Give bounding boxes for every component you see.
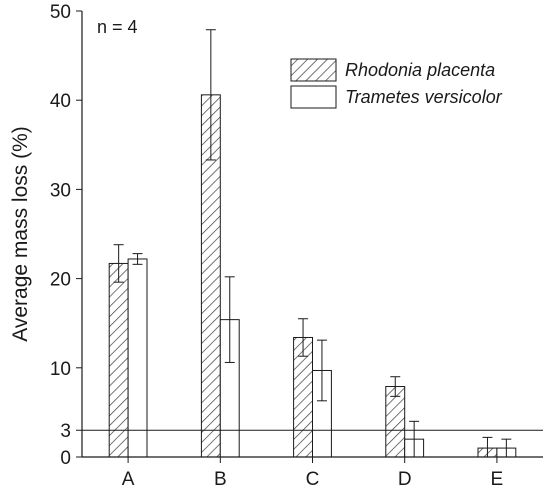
error-bar-a-series-1 [113, 244, 124, 283]
y-tick-label-3: 3 [60, 421, 71, 442]
axes-layer [76, 10, 543, 463]
x-tick-label-c: C [306, 469, 320, 490]
bars-layer [108, 94, 517, 458]
error-bar-c-series-1 [298, 318, 309, 357]
y-tick-label-10: 10 [50, 359, 71, 380]
legend: Rhodonia placenta Trametes versicolor [290, 58, 503, 109]
legend-swatch-2 [290, 85, 337, 109]
error-bar-c-series-2 [316, 339, 327, 402]
legend-item-2: Trametes versicolor [290, 85, 503, 109]
y-tick-label-20: 20 [50, 270, 71, 291]
y-axis-title: Average mass loss (%) [9, 126, 32, 342]
error-bar-b-series-1 [205, 29, 216, 161]
x-tick-label-a: A [122, 469, 135, 490]
y-tick-label-50: 50 [50, 2, 71, 23]
error-bar-b-series-2 [224, 276, 235, 363]
legend-swatch-1 [290, 58, 337, 82]
x-tick-label-b: B [214, 469, 227, 490]
error-bar-d-series-1 [390, 376, 401, 397]
error-bar-a-series-2 [132, 253, 143, 265]
legend-item-1: Rhodonia placenta [290, 58, 495, 82]
bar-a-series-1 [108, 262, 129, 458]
x-tick-label-d: D [398, 469, 412, 490]
sample-size-annotation: n = 4 [97, 17, 138, 37]
x-tick-label-e: E [491, 469, 504, 490]
y-tick-label-0: 0 [60, 448, 71, 469]
y-tick-label-30: 30 [50, 180, 71, 201]
legend-label-2: Trametes versicolor [345, 87, 503, 107]
labels-layer: A B C D E 0 3 10 20 30 40 50 Average mass loss (%) n … [9, 2, 503, 490]
legend-label-1: Rhodonia placenta [345, 60, 495, 80]
y-tick-label-40: 40 [50, 91, 71, 112]
bar-a-series-2 [127, 258, 148, 458]
bar-d-series-1 [385, 386, 406, 458]
